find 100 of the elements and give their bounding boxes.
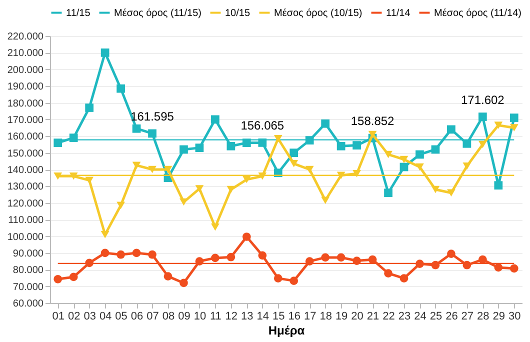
point — [384, 269, 392, 278]
point — [321, 196, 330, 204]
x-tick-label: 19 — [335, 310, 348, 322]
point — [494, 122, 503, 129]
x-tick-label: 23 — [398, 310, 411, 322]
x-tick-label: 13 — [241, 310, 254, 322]
point — [85, 104, 94, 112]
x-tick-label: 26 — [446, 310, 458, 322]
y-tick-label: 180.000 — [7, 98, 44, 110]
x-tick-label: 10 — [194, 310, 206, 322]
point — [164, 272, 172, 280]
x-tick-label: 15 — [272, 310, 285, 322]
point — [148, 166, 156, 174]
point — [431, 145, 440, 154]
point — [274, 274, 282, 282]
y-tick-label: 100.000 — [7, 232, 44, 243]
point — [416, 163, 424, 171]
annotation: 171.602 — [460, 92, 505, 107]
point — [258, 251, 267, 260]
point — [274, 135, 282, 142]
x-tick-label: 30 — [508, 310, 521, 322]
point — [132, 124, 141, 133]
point — [305, 166, 314, 174]
x-tick-label: 09 — [178, 310, 190, 322]
point — [290, 148, 298, 157]
point — [211, 223, 220, 231]
x-tick-label: 21 — [366, 310, 380, 322]
point — [116, 84, 125, 93]
y-tick-label: 200.000 — [7, 64, 44, 76]
point — [164, 166, 172, 174]
point — [336, 253, 346, 262]
y-tick-label: 80.000 — [12, 265, 44, 276]
point — [431, 186, 440, 194]
point — [100, 48, 110, 57]
point — [54, 274, 62, 284]
point — [211, 115, 220, 124]
x-tick-label: 08 — [162, 310, 175, 322]
point — [116, 250, 125, 259]
y-tick-label: 220.000 — [7, 32, 44, 42]
y-tick-label: 210.000 — [7, 48, 44, 60]
point — [54, 138, 62, 147]
x-tick-label: 11 — [210, 310, 222, 322]
legend-label: Μέσος όρος (10/15) — [274, 8, 362, 19]
point — [368, 130, 377, 138]
point — [116, 202, 125, 209]
y-tick-label: 140.000 — [7, 165, 44, 176]
point — [100, 248, 110, 258]
y-tick-label: 130.000 — [7, 182, 44, 193]
point — [180, 278, 188, 288]
point — [211, 254, 220, 262]
x-tick-label: 14 — [256, 310, 270, 322]
x-tick-label: 12 — [225, 310, 238, 322]
x-tick-label: 29 — [492, 310, 506, 322]
point — [494, 181, 503, 190]
x-tick-label: 18 — [320, 310, 332, 322]
legend-label: 11/15 — [66, 8, 91, 19]
point — [336, 142, 346, 150]
point — [180, 145, 188, 154]
point — [148, 129, 156, 138]
y-tick-label: 160.000 — [7, 132, 44, 143]
x-tick-label: 17 — [304, 310, 316, 322]
point — [400, 156, 408, 164]
x-axis-title: Ημέρα — [268, 324, 306, 338]
point — [352, 141, 361, 150]
point — [447, 250, 456, 258]
legend-label: 10/15 — [225, 8, 250, 19]
x-tick-label: 01 — [52, 310, 64, 322]
y-tick-label: 110.000 — [8, 215, 44, 226]
point — [226, 186, 236, 194]
point — [478, 255, 487, 264]
point — [290, 276, 298, 285]
y-tick-label: 150.000 — [7, 148, 44, 160]
y-tick-label: 190.000 — [7, 82, 44, 93]
point — [69, 272, 78, 282]
point — [478, 112, 487, 121]
point — [462, 162, 472, 170]
point — [384, 150, 392, 158]
point — [510, 124, 518, 132]
y-tick-label: 60.000 — [12, 298, 44, 310]
point — [242, 176, 251, 184]
x-tick-label: 20 — [351, 310, 364, 322]
legend-label: 11/14 — [386, 8, 411, 19]
x-tick-label: 24 — [414, 310, 426, 322]
point — [195, 144, 204, 152]
y-tick-label: 120.000 — [7, 198, 44, 210]
x-tick-label: 04 — [99, 310, 112, 322]
point — [242, 232, 251, 241]
point — [321, 253, 330, 262]
point — [368, 255, 377, 264]
point — [132, 162, 141, 169]
x-tick-label: 16 — [288, 310, 300, 322]
legend-label: Μέσος όρος (11/14) — [434, 8, 522, 19]
x-tick-label: 03 — [84, 310, 96, 322]
point — [132, 248, 141, 258]
x-tick-label: 27 — [461, 310, 474, 322]
x-tick-label: 22 — [382, 310, 395, 322]
point — [226, 142, 236, 150]
y-tick-label: 90.000 — [12, 248, 44, 260]
point — [352, 170, 361, 178]
point — [100, 230, 110, 238]
